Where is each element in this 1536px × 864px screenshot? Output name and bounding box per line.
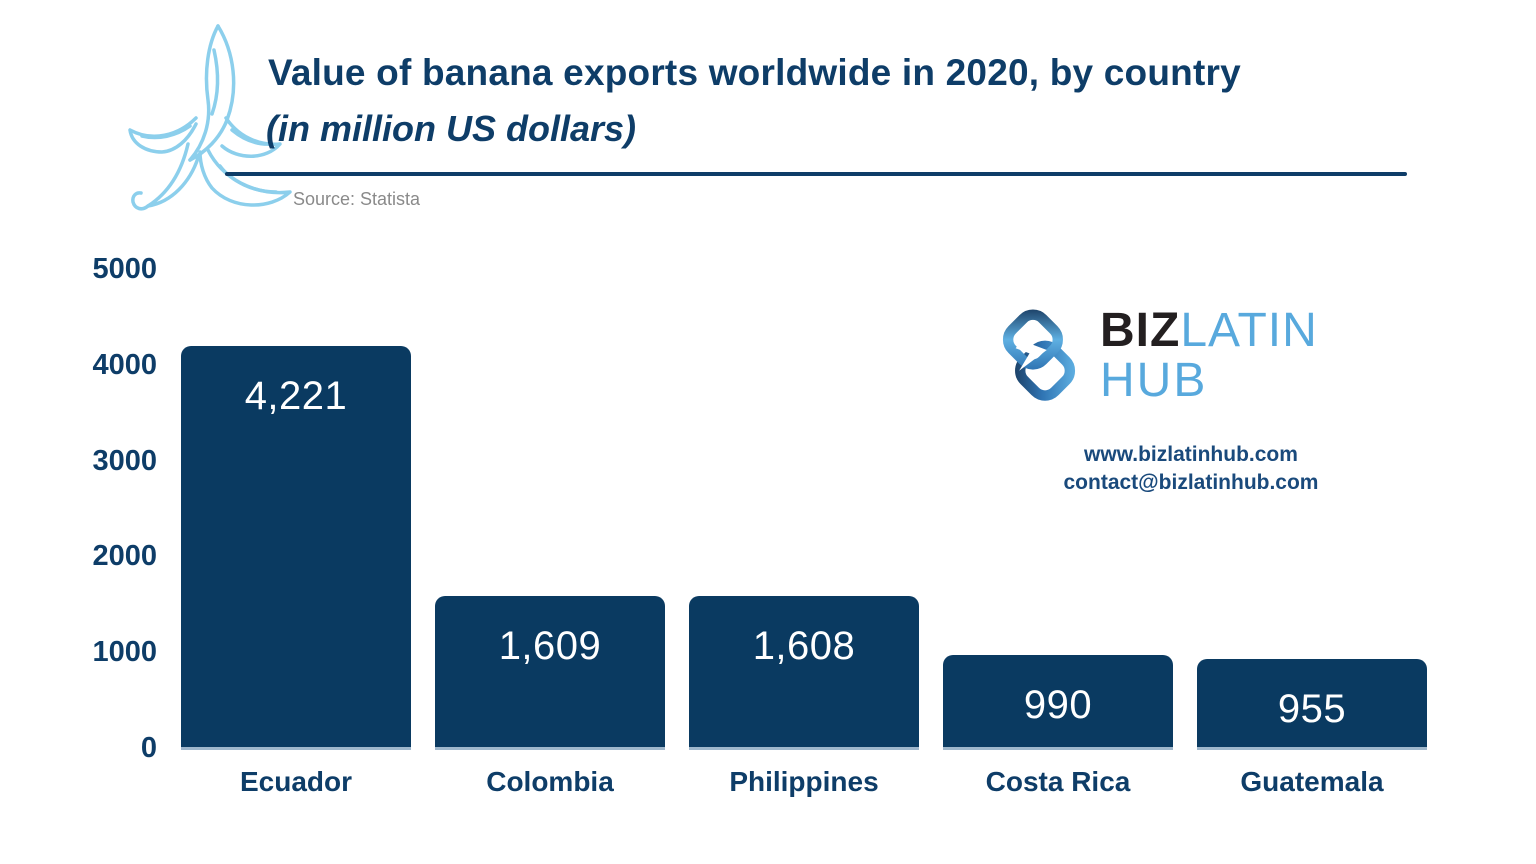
page-subtitle: (in million US dollars) — [266, 108, 637, 149]
title-divider — [225, 172, 1407, 176]
bar-value-label: 1,609 — [498, 624, 602, 668]
y-axis-tick-label: 2000 — [92, 540, 157, 573]
banana-icon — [128, 24, 292, 211]
y-axis-tick-label: 1000 — [92, 636, 157, 669]
page-title: Value of banana exports worldwide in 202… — [268, 52, 1241, 93]
bar-value-label: 990 — [1023, 683, 1093, 727]
category-label: Guatemala — [1240, 766, 1384, 797]
bar-value-label: 955 — [1277, 687, 1347, 731]
contact-email: contact@bizlatinhub.com — [1063, 471, 1319, 494]
logo-text-hub: HUB — [1100, 354, 1208, 407]
category-label: Ecuador — [239, 766, 353, 797]
bar-ecuador: 4,221 — [181, 346, 411, 750]
category-label: Colombia — [486, 766, 614, 797]
banana-fruit-outline — [188, 24, 236, 162]
logo-wordmark-line1: BIZLATIN — [1100, 306, 1318, 356]
category-label: Costa Rica — [985, 766, 1131, 797]
y-axis-tick-label: 5000 — [92, 253, 157, 285]
bar-costa-rica: 990 — [943, 655, 1173, 750]
bizlatinhub-logo-icon — [1002, 309, 1076, 401]
bar-guatemala: 955 — [1197, 659, 1427, 750]
logo-text-biz: BIZ — [1100, 304, 1181, 357]
source-label: Source: Statista — [293, 189, 421, 209]
category-label: Philippines — [729, 766, 879, 797]
bar-value-label: 1,608 — [752, 624, 856, 668]
y-axis-tick-label: 0 — [140, 732, 157, 764]
website-url: www.bizlatinhub.com — [1084, 443, 1298, 466]
logo-text-latin: LATIN — [1180, 304, 1318, 357]
y-axis-tick-label: 4000 — [92, 348, 157, 381]
bar-colombia: 1,609 — [435, 596, 665, 750]
y-axis-tick-label: 3000 — [92, 444, 157, 477]
logo-bolt-shape — [1015, 329, 1047, 371]
bar-philippines: 1,608 — [689, 596, 919, 750]
brand-contact-block: www.bizlatinhub.com contact@bizlatinhub.… — [1014, 441, 1368, 497]
bar-value-label: 4,221 — [244, 374, 348, 418]
